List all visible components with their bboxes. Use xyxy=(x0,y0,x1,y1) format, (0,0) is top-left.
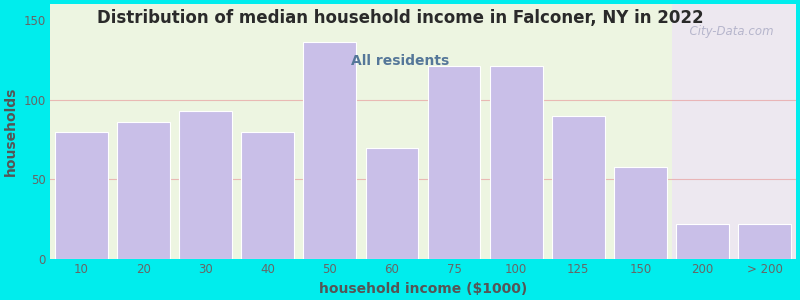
Bar xyxy=(179,111,232,259)
Bar xyxy=(117,122,170,259)
Bar xyxy=(490,66,542,259)
Bar xyxy=(738,224,791,259)
Y-axis label: households: households xyxy=(4,87,18,176)
X-axis label: household income ($1000): household income ($1000) xyxy=(319,282,527,296)
Bar xyxy=(676,224,729,259)
Text: All residents: All residents xyxy=(351,54,449,68)
Text: Distribution of median household income in Falconer, NY in 2022: Distribution of median household income … xyxy=(97,9,703,27)
Bar xyxy=(552,116,605,259)
Bar xyxy=(366,148,418,259)
Text: City-Data.com: City-Data.com xyxy=(682,25,774,38)
Bar xyxy=(242,132,294,259)
Bar xyxy=(614,167,667,259)
Bar xyxy=(671,4,800,259)
Bar xyxy=(303,42,356,259)
Bar xyxy=(54,132,108,259)
Bar xyxy=(428,66,481,259)
